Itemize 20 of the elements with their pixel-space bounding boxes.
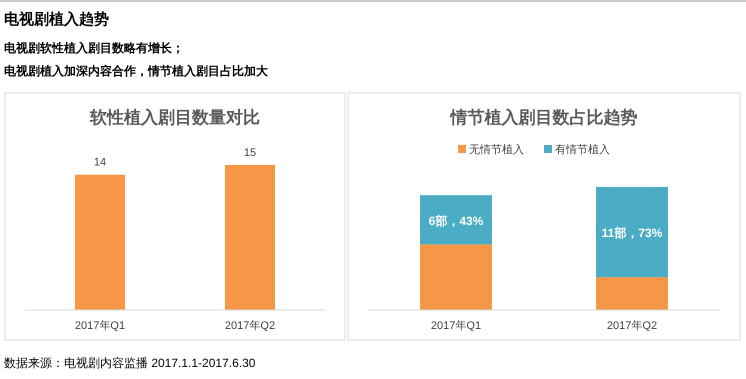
text: 电视剧植入加深内容合作，情节植入剧目占比加大 [4, 64, 269, 78]
text: 电视剧软性植入剧目数略有增长； [4, 41, 184, 55]
data-label: 14 [94, 156, 106, 169]
bar [420, 195, 492, 244]
chart-title: 情节植入剧目数占比趋势 [450, 108, 638, 127]
bar [420, 244, 492, 310]
text: 电视剧植入趋势 [4, 11, 109, 28]
legend-label: 无情节植入 [469, 143, 524, 156]
legend-label: 有情节植入 [555, 143, 610, 156]
x-tick-label: 2017年Q1 [430, 320, 482, 332]
chart-title: 软性植入剧目数量对比 [89, 108, 260, 127]
data-label: 6部，43% [428, 214, 484, 228]
bar [596, 187, 668, 278]
data-label: 15 [244, 147, 256, 159]
x-tick-label: 2017年Q2 [224, 320, 276, 332]
source-note: 数据来源：电视剧内容监播 2017.1.1-2017.6.30 [4, 356, 256, 370]
data-label: 11部，73% [602, 226, 663, 240]
bar [596, 277, 668, 310]
x-tick-label: 2017年Q2 [606, 320, 658, 332]
x-tick-label: 2017年Q1 [74, 320, 126, 332]
